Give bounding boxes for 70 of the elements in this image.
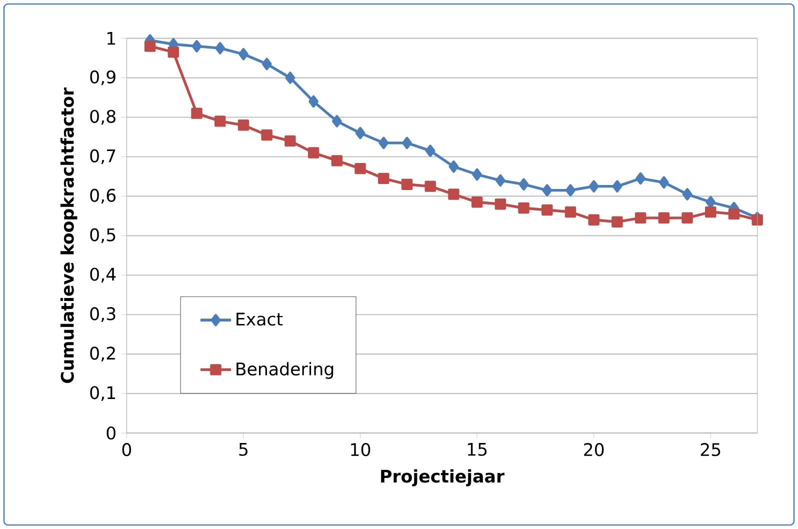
- x-tick-label: 10: [351, 443, 370, 456]
- point: [238, 48, 248, 60]
- point: [261, 129, 272, 141]
- point: [424, 180, 436, 192]
- point: [285, 72, 296, 84]
- point: [682, 188, 692, 200]
- y-axis-title: Cumulatieve koopkrachtfactor: [60, 88, 78, 383]
- legend-label: Benadering: [236, 362, 334, 379]
- point: [542, 204, 553, 216]
- point: [378, 136, 389, 150]
- point: [308, 95, 318, 108]
- point: [308, 147, 320, 158]
- point: [284, 135, 296, 147]
- point: [752, 214, 763, 226]
- x-axis-title: Projectiejaar: [381, 469, 504, 486]
- y-tick-label: 0,4: [90, 268, 116, 283]
- y-tick-label: 0,1: [90, 386, 116, 401]
- y-tick-label: 0,6: [90, 188, 116, 204]
- point: [564, 206, 576, 218]
- y-tick-label: 0,9: [90, 70, 116, 86]
- point: [354, 162, 366, 174]
- point: [401, 178, 413, 190]
- point: [566, 184, 576, 196]
- point: [238, 120, 250, 131]
- point: [215, 42, 226, 54]
- y-tick-label: 0,2: [90, 346, 115, 362]
- point: [636, 172, 646, 185]
- point: [518, 178, 529, 190]
- point: [658, 212, 670, 224]
- y-tick-label: 0,3: [90, 307, 116, 322]
- x-tick-label: 15: [468, 443, 487, 456]
- point: [262, 58, 272, 70]
- point: [705, 206, 716, 218]
- point: [542, 184, 552, 196]
- point: [658, 176, 669, 189]
- point: [588, 180, 599, 192]
- x-tick-label: 5: [239, 443, 248, 456]
- point: [402, 136, 412, 150]
- point: [495, 174, 506, 187]
- point: [192, 40, 202, 52]
- point: [494, 198, 506, 210]
- y-tick-label: 0,8: [90, 110, 116, 125]
- point: [588, 214, 600, 226]
- point: [332, 115, 342, 128]
- y-tick-label: 1: [108, 32, 116, 45]
- point: [425, 144, 436, 157]
- point: [331, 155, 342, 166]
- x-tick-label: 0: [122, 443, 132, 456]
- point: [355, 126, 366, 140]
- point: [612, 180, 622, 192]
- point: [448, 160, 459, 173]
- point: [144, 40, 156, 52]
- point: [612, 216, 623, 228]
- point: [471, 196, 483, 208]
- point: [448, 188, 460, 200]
- y-tick-label: 0,5: [90, 228, 116, 244]
- point: [728, 208, 740, 220]
- y-tick-label: 0,7: [90, 149, 116, 164]
- point: [214, 116, 226, 127]
- point: [378, 172, 390, 184]
- point: [472, 168, 482, 181]
- point: [682, 212, 693, 224]
- point: [634, 212, 646, 224]
- point: [518, 202, 530, 214]
- point: [168, 46, 179, 58]
- x-tick-label: 25: [700, 443, 720, 456]
- legend-label: Exact: [236, 312, 283, 326]
- x-tick-label: 20: [584, 443, 604, 456]
- y-tick-label: 0: [106, 426, 116, 440]
- point: [191, 108, 202, 119]
